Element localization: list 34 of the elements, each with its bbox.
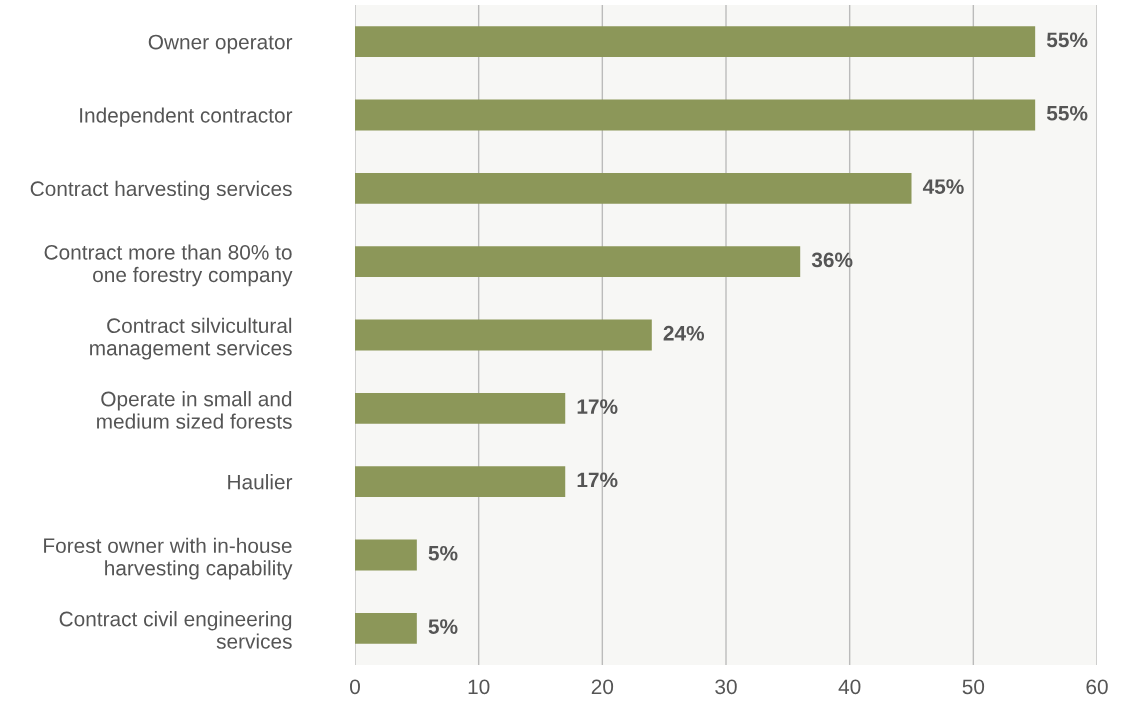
bar bbox=[355, 172, 912, 204]
data-label: 17% bbox=[577, 472, 618, 488]
y-tick-label: Operate in small and medium sized forests bbox=[97, 391, 292, 429]
y-tick-label: Contract silvicultural management services bbox=[90, 317, 292, 360]
y-tick-label: Contract more than 80% to one forestry company bbox=[44, 244, 293, 287]
bar bbox=[355, 539, 417, 571]
x-tick-label: 40 bbox=[838, 679, 861, 695]
bar bbox=[355, 466, 566, 498]
x-tick-label: 30 bbox=[715, 679, 737, 695]
data-label: 55% bbox=[1046, 32, 1088, 48]
y-tick-label: Independent contractor bbox=[80, 107, 293, 127]
x-tick-label: 20 bbox=[591, 679, 614, 695]
data-label: 17% bbox=[577, 399, 618, 414]
y-tick-label: Contract civil engineering services bbox=[59, 611, 292, 649]
data-label: 55% bbox=[1046, 105, 1088, 121]
bar bbox=[355, 392, 566, 424]
data-label: 5% bbox=[428, 545, 458, 561]
y-tick-label: Forest owner with in-house harvesting capability bbox=[44, 537, 293, 580]
data-label: 5% bbox=[428, 619, 458, 634]
bar bbox=[355, 246, 801, 278]
x-tick-label: 60 bbox=[1086, 679, 1108, 695]
data-label: 24% bbox=[663, 325, 705, 341]
data-label: 36% bbox=[811, 252, 853, 268]
bar bbox=[355, 319, 652, 351]
bar bbox=[355, 99, 1036, 131]
x-tick-label: 50 bbox=[962, 679, 985, 695]
bar bbox=[355, 26, 1036, 58]
y-tick-label: Owner operator bbox=[148, 34, 293, 54]
y-tick-label: Haulier bbox=[228, 474, 293, 490]
data-label: 45% bbox=[922, 179, 964, 194]
bar bbox=[355, 612, 417, 644]
x-tick-label: 0 bbox=[350, 679, 360, 695]
x-tick-label: 10 bbox=[468, 679, 490, 695]
y-tick-label: Contract harvesting services bbox=[30, 180, 292, 201]
